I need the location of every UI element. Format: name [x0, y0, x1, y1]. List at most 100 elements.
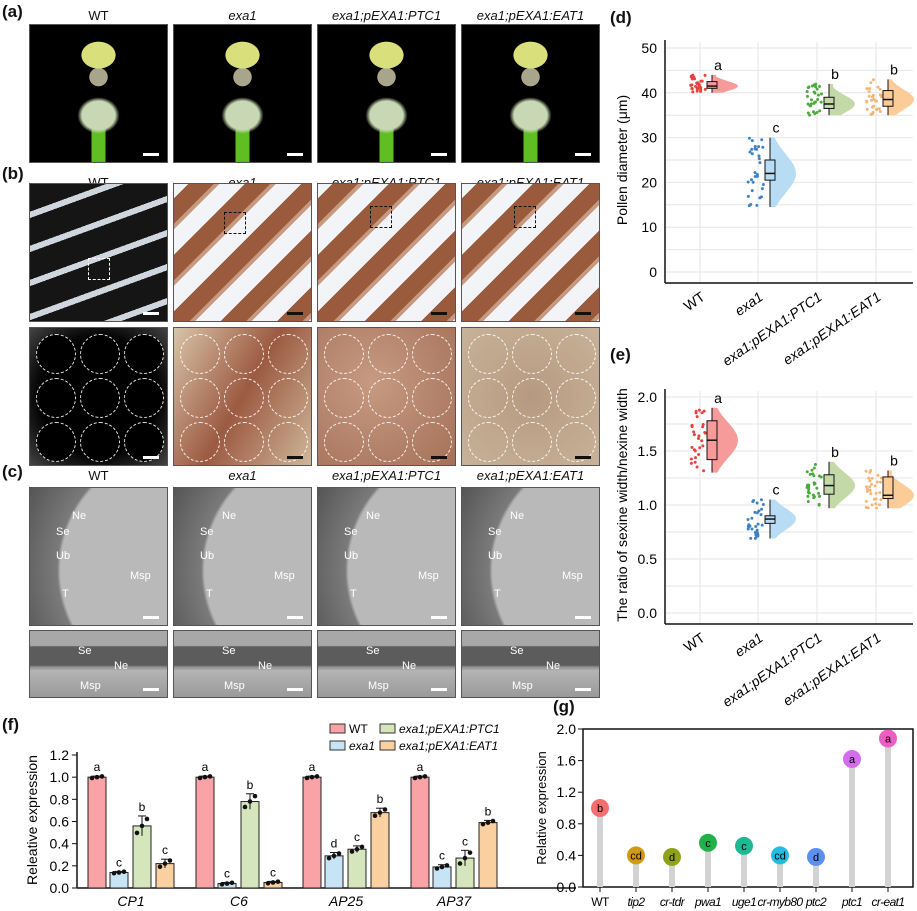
y-tick-label: 0.2: [50, 858, 70, 874]
pollen-grain-outline: [180, 334, 220, 374]
pollen-grain-outline: [224, 422, 264, 462]
data-point: [692, 75, 696, 79]
tem-label-t: T: [494, 588, 501, 600]
genotype-label-a-4: exa1;pEXA1:EAT1: [476, 8, 585, 23]
y-tick-label: 2.0: [638, 389, 658, 405]
y-tick-label: 1.2: [50, 747, 70, 763]
x-tick-label: exa1;pEXA1:EAT1: [780, 629, 884, 708]
data-point: [805, 94, 809, 98]
legend-swatch: [329, 740, 346, 751]
significance-letter: c: [162, 843, 168, 857]
data-point: [701, 425, 705, 429]
scale-bar: [575, 153, 591, 156]
panel-label-d: (d): [610, 8, 632, 27]
tem-label-ne: Ne: [366, 510, 381, 522]
lollipop-stem-cr-myb80: [777, 855, 783, 887]
scale-bar: [143, 312, 159, 315]
data-point: [699, 79, 703, 83]
significance-letter: b: [485, 804, 492, 818]
significance-letter: a: [849, 754, 856, 766]
panel-label-e: (e): [610, 345, 631, 364]
data-point: [813, 100, 817, 104]
data-point: [810, 468, 814, 472]
data-point: [871, 78, 875, 82]
significance-letter: a: [309, 760, 316, 774]
scale-bar: [287, 616, 303, 619]
data-point: [816, 93, 820, 97]
data-point: [746, 180, 750, 184]
pollen-grain-outline: [80, 334, 120, 374]
data-point: [761, 145, 765, 149]
replicate-point: [417, 774, 423, 780]
bar-WT-CP1: [87, 776, 107, 889]
significance-letter: b: [831, 66, 839, 82]
panel-label-c: (c): [2, 462, 23, 481]
data-point: [812, 474, 816, 478]
genotype-label-a-3: exa1;pEXA1:PTC1: [331, 8, 442, 23]
data-point: [750, 152, 754, 156]
significance-letter: b: [831, 444, 839, 460]
replicate-point: [134, 830, 140, 836]
tem-wall-photo-1: Se Ne Msp: [29, 630, 168, 698]
significance-letter: a: [94, 760, 101, 774]
data-point: [693, 449, 697, 453]
tem-label-se: Se: [78, 645, 92, 657]
data-point: [874, 491, 878, 495]
data-point: [690, 87, 694, 91]
violin-exa1;pEXA1:PTC1: [829, 461, 855, 509]
anther-photo-4: [461, 183, 600, 322]
replicate-point: [270, 880, 276, 885]
data-point: [695, 89, 699, 93]
significance-letter: c: [270, 865, 276, 879]
replicate-point: [197, 775, 203, 781]
data-point: [754, 524, 758, 528]
data-point: [757, 154, 761, 158]
data-point: [864, 469, 868, 473]
box: [706, 81, 718, 89]
data-point: [755, 203, 759, 207]
pollen-grain-outline: [268, 422, 308, 462]
tem-label-se: Se: [488, 526, 502, 538]
replicate-point: [167, 858, 173, 863]
significance-letter: b: [139, 800, 146, 814]
data-point: [698, 446, 702, 450]
significance-letter: a: [202, 760, 209, 774]
y-axis-label: The ratio of sexine width/nexine width: [614, 388, 630, 621]
data-point: [807, 491, 811, 495]
tem-label-se: Se: [366, 645, 380, 657]
scale-bar: [575, 688, 591, 691]
replicate-point: [354, 846, 360, 852]
replicate-point: [412, 775, 418, 781]
flower-photo-4: [461, 24, 600, 163]
tem-label-ne: Ne: [114, 660, 129, 672]
scale-bar: [143, 688, 159, 691]
data-point: [697, 453, 701, 457]
data-point: [812, 481, 816, 485]
data-point: [746, 518, 750, 522]
replicate-point: [144, 816, 150, 822]
data-point: [874, 502, 878, 506]
data-point: [808, 104, 812, 108]
data-point: [750, 189, 754, 193]
lollipop-head-ptc2: [807, 847, 825, 866]
tem-label-msp: Msp: [512, 680, 533, 692]
box: [823, 96, 835, 109]
y-tick-label: 50: [641, 40, 657, 56]
data-point: [864, 505, 868, 509]
data-point: [689, 74, 693, 78]
data-point: [819, 100, 823, 104]
significance-letter: c: [354, 830, 360, 844]
tem-label-se: Se: [344, 526, 358, 538]
significance-letter: c: [439, 849, 445, 863]
violin-exa1;pEXA1:PTC1: [829, 83, 855, 116]
y-tick-label: 1.0: [50, 769, 70, 785]
pollen-grain-outline: [36, 334, 76, 374]
pollen-grain-outline: [324, 378, 364, 418]
zoom-region-box: [224, 212, 246, 234]
data-point: [813, 462, 817, 466]
data-point: [755, 528, 759, 532]
y-tick-label: 0.0: [557, 879, 577, 895]
data-point: [689, 83, 693, 87]
replicate-point: [275, 879, 281, 884]
replicate-point: [349, 849, 355, 854]
